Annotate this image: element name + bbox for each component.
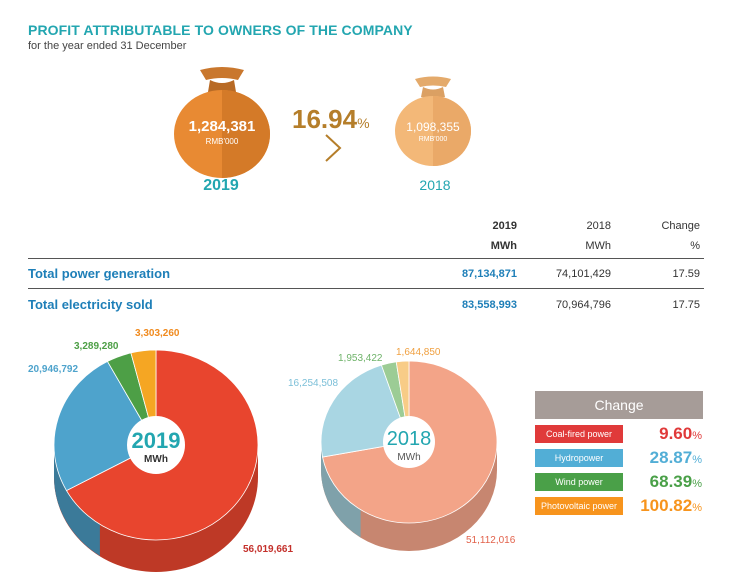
table-divider	[28, 288, 704, 289]
profit-2018-year: 2018	[419, 177, 451, 193]
pie-depth-side	[321, 442, 361, 538]
pie-2019-center-year: 2019	[131, 428, 181, 453]
table-cell: 83,558,993	[461, 299, 517, 311]
profit-2019-unit: RMB'000	[205, 137, 239, 146]
data-label-2019-pv: 3,303,260	[135, 328, 180, 339]
profit-2018-unit: RMB'000	[418, 136, 448, 143]
pie-chart-2019	[53, 349, 259, 572]
table-header-2018-unit: MWh	[585, 240, 611, 252]
legend-item-label: Photovoltaic power	[535, 497, 623, 515]
profit-2019-year: 2019	[203, 177, 239, 194]
table-header-2018-year: 2018	[586, 220, 611, 232]
pie-2018-center-year: 2018	[386, 428, 432, 450]
table-cell: 87,134,871	[461, 268, 517, 280]
pie-slice-hydro	[53, 360, 157, 492]
pie-chart-2018	[320, 360, 498, 551]
money-bag-2018-icon	[395, 76, 471, 166]
table-cell: 17.75	[672, 299, 700, 311]
table-row-label: Total electricity sold	[28, 297, 153, 312]
data-label-2018-hydro: 16,254,508	[288, 378, 339, 389]
money-bag-2019-icon	[174, 67, 270, 178]
profit-2018-value: 1,098,355	[406, 120, 460, 134]
legend-item-label: Hydropower	[535, 449, 623, 467]
data-label-2019-coal: 56,019,661	[243, 544, 294, 555]
data-label-2018-wind: 1,953,422	[338, 353, 383, 364]
chevron-right-icon	[325, 134, 342, 162]
legend-item-value: 68.39%	[649, 472, 702, 491]
table-header-2019-year: 2019	[492, 220, 517, 232]
pie-depth-side	[54, 445, 100, 556]
table-divider	[28, 258, 704, 259]
pie-2019-center-unit: MWh	[144, 454, 168, 465]
pie-center-hole	[127, 416, 185, 474]
profit-change-percent: 16.94%	[292, 104, 370, 134]
table-header-2019-unit: MWh	[490, 240, 517, 252]
pie-charts	[53, 349, 498, 572]
pie-2018-center-unit: MWh	[397, 452, 421, 463]
table-header-change: Change	[661, 220, 700, 232]
legend-title: Change	[535, 391, 703, 419]
table-cell: 70,964,796	[555, 299, 611, 311]
table-header-change-unit: %	[690, 240, 700, 252]
legend-item-value: 9.60%	[659, 424, 702, 443]
data-label-2018-coal: 51,112,016	[466, 535, 516, 546]
page-title: PROFIT ATTRIBUTABLE TO OWNERS OF THE COM…	[28, 22, 413, 38]
legend-item-label: Wind power	[535, 473, 623, 491]
page-subtitle: for the year ended 31 December	[28, 40, 187, 52]
data-label-2018-pv: 1,644,850	[396, 347, 441, 358]
pie-center-hole	[383, 416, 435, 468]
data-label-2019-wind: 3,289,280	[74, 341, 119, 352]
data-label-2019-hydro: 20,946,792	[28, 364, 79, 375]
table-cell: 74,101,429	[555, 268, 611, 280]
profit-2019-value: 1,284,381	[188, 118, 256, 135]
table-cell: 17.59	[672, 268, 700, 280]
table-row-label: Total power generation	[28, 266, 171, 281]
legend-item-label: Coal-fired power	[535, 425, 623, 443]
legend-item-value: 100.82%	[640, 496, 702, 515]
legend-item-value: 28.87%	[649, 448, 702, 467]
